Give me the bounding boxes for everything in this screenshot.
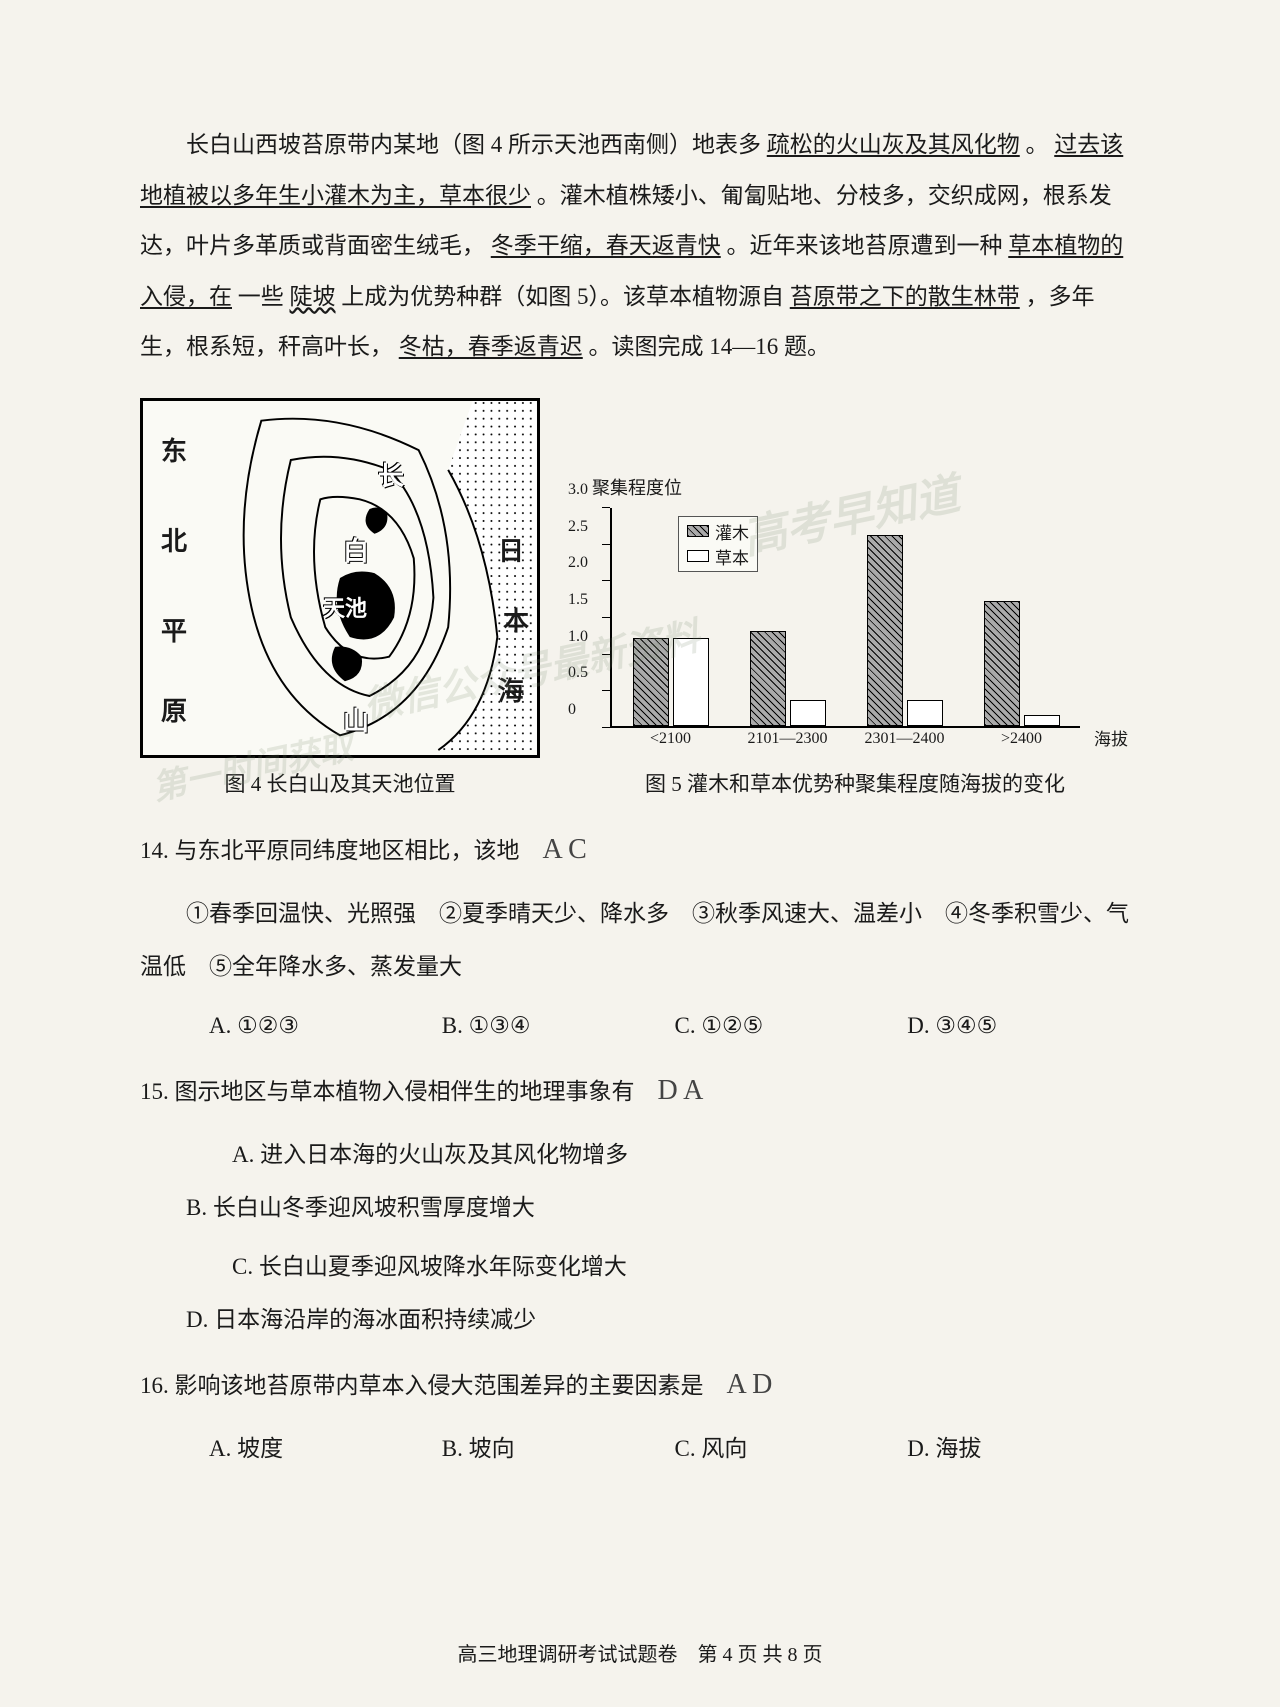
q16-stem: 16. 影响该地苔原带内草本入侵大范围差异的主要因素是 xyxy=(140,1373,704,1398)
handwriting: D A xyxy=(658,1075,704,1106)
q15-opt-a: A. 进入日本海的火山灰及其风化物增多 xyxy=(186,1129,666,1182)
handwriting: A D xyxy=(727,1369,773,1400)
figure-5: 聚集程度位 灌木 草本 <21002101—23002301—2400>2400… xyxy=(570,498,1140,798)
q14-opt-c: C. ①②⑤ xyxy=(675,1000,908,1053)
q15-opt-c: C. 长白山夏季迎风坡降水年际变化增大 xyxy=(186,1241,666,1294)
bar-group xyxy=(612,535,729,726)
xtick-label: 2101—2300 xyxy=(729,730,846,748)
map-label: 原 xyxy=(161,691,187,728)
t: 冬季干缩，春天返青快 xyxy=(491,233,721,258)
q15-stem: 15. 图示地区与草本植物入侵相伴生的地理事象有 xyxy=(140,1079,635,1104)
map-label: 东 xyxy=(161,431,187,468)
bar-shrub xyxy=(633,638,669,726)
q16-opt-a: A. 坡度 xyxy=(209,1423,442,1476)
t: 上成为优势种群（如图 5）。该草本植物源自 xyxy=(341,284,784,309)
bar-herb xyxy=(907,700,943,726)
ytick-label: 2.0 xyxy=(568,554,612,572)
bar-shrub xyxy=(867,535,903,726)
t: 。近年来该地苔原遭到一种 xyxy=(727,233,1003,258)
fig4-caption: 图 4 长白山及其天池位置 xyxy=(140,768,540,798)
q14-opt-a: A. ①②③ xyxy=(209,1000,442,1053)
xtick-label: >2400 xyxy=(963,730,1080,748)
map-svg xyxy=(143,401,537,755)
t: 疏松的火山灰及其风化物 xyxy=(767,132,1020,157)
map-label: 平 xyxy=(161,611,187,648)
page-footer: 高三地理调研考试试题卷 第 4 页 共 8 页 xyxy=(0,1638,1280,1667)
passage: 长白山西坡苔原带内某地（图 4 所示天池西南侧）地表多 疏松的火山灰及其风化物 … xyxy=(140,120,1140,373)
bar-herb xyxy=(673,638,709,726)
map-label: 北 xyxy=(161,521,187,558)
q14-items: ①春季回温快、光照强 ②夏季晴天少、降水多 ③秋季风速大、温差小 ④冬季积雪少、… xyxy=(140,888,1140,994)
bar-group xyxy=(846,535,963,726)
map-label: 日 xyxy=(498,531,524,568)
ytick-label: 1.0 xyxy=(568,628,612,646)
ytick-label: 1.5 xyxy=(568,591,612,609)
q15-opt-b: B. 长白山冬季迎风坡积雪厚度增大 xyxy=(140,1182,620,1235)
map-label: 山 xyxy=(343,701,369,738)
t: 冬枯，春季返青迟 xyxy=(399,334,583,359)
map-label: 海 xyxy=(498,671,524,708)
xtick-label: <2100 xyxy=(612,730,729,748)
t: 苔原带之下的散生林带 xyxy=(790,284,1020,309)
figure-4: 东 北 平 原 长 白 天池 山 日 本 海 图 4 长白山及其天池位置 xyxy=(140,398,540,798)
ytick-label: 0.5 xyxy=(568,664,612,682)
x-unit: 海拔 xyxy=(1094,725,1128,750)
ytick-label: 2.5 xyxy=(568,518,612,536)
bar-herb xyxy=(1024,715,1060,726)
questions: 14. 与东北平原同纬度地区相比，该地 A C ①春季回温快、光照强 ②夏季晴天… xyxy=(140,818,1140,1476)
xtick-label: 2301—2400 xyxy=(846,730,963,748)
q15-opt-d: D. 日本海沿岸的海冰面积持续减少 xyxy=(140,1294,620,1347)
bar-group xyxy=(963,535,1080,726)
ytick-label: 3.0 xyxy=(568,481,612,499)
q16-opt-d: D. 海拔 xyxy=(907,1423,1140,1476)
map-label: 长 xyxy=(378,456,404,493)
t: 。读图完成 14—16 题。 xyxy=(589,334,831,359)
bar-shrub xyxy=(984,601,1020,726)
q16-opt-b: B. 坡向 xyxy=(442,1423,675,1476)
t: 一些 xyxy=(238,284,284,309)
q16-opt-c: C. 风向 xyxy=(675,1423,908,1476)
t: 。 xyxy=(1026,132,1049,157)
fig5-caption: 图 5 灌木和草本优势种聚集程度随海拔的变化 xyxy=(570,768,1140,798)
bar-herb xyxy=(790,700,826,726)
q14-opt-b: B. ①③④ xyxy=(442,1000,675,1053)
ytick-label: 0 xyxy=(568,701,612,719)
bar-shrub xyxy=(750,631,786,726)
handwriting: A C xyxy=(543,834,587,865)
t: 陡坡 xyxy=(290,284,336,309)
bar-group xyxy=(729,535,846,726)
q14-opt-d: D. ③④⑤ xyxy=(907,1000,1140,1053)
map-label: 白 xyxy=(343,531,369,568)
map-label: 天池 xyxy=(323,591,367,623)
t: 长白山西坡苔原带内某地（图 4 所示天池西南侧）地表多 xyxy=(186,132,761,157)
map-label: 本 xyxy=(503,601,529,638)
q14-stem: 14. 与东北平原同纬度地区相比，该地 xyxy=(140,838,520,863)
